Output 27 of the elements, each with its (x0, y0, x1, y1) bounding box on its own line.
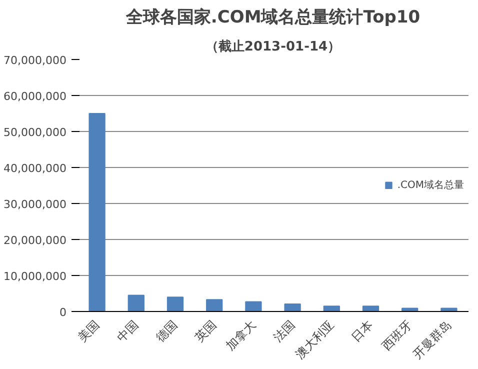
bar (323, 306, 340, 312)
y-tick-label: 20,000,000 (4, 234, 67, 247)
x-tick-label: 法国 (270, 318, 298, 344)
bar (362, 306, 380, 312)
bar (245, 301, 262, 312)
x-tick-label: 德国 (153, 318, 180, 344)
y-tick-label: 10,000,000 (4, 270, 67, 283)
x-tick-label: 日本 (348, 318, 376, 344)
chart-title: 全球各国家.COM域名总量统计Top10 (124, 8, 420, 28)
x-tick-label: 开曼群岛 (410, 318, 454, 362)
bar (284, 303, 301, 312)
x-tick-label: 英国 (192, 318, 220, 344)
x-tick-label: 中国 (114, 318, 142, 344)
y-tick-label: 70,000,000 (4, 54, 67, 67)
chart-subtitle: （截止2013-01-14） (205, 40, 341, 54)
bar (166, 296, 184, 312)
bar (128, 294, 144, 312)
legend-label: .COM域名总量 (397, 178, 464, 192)
bar (88, 113, 106, 312)
y-tick-label: 0 (60, 306, 66, 319)
bar (206, 299, 223, 312)
y-tick-label: 40,000,000 (4, 162, 67, 175)
x-tick-label: 美国 (75, 318, 102, 344)
y-tick-label: 60,000,000 (4, 90, 67, 103)
y-tick-label: 50,000,000 (4, 126, 67, 139)
y-tick-label: 30,000,000 (4, 198, 67, 211)
x-tick-label: 加拿大 (223, 318, 258, 353)
